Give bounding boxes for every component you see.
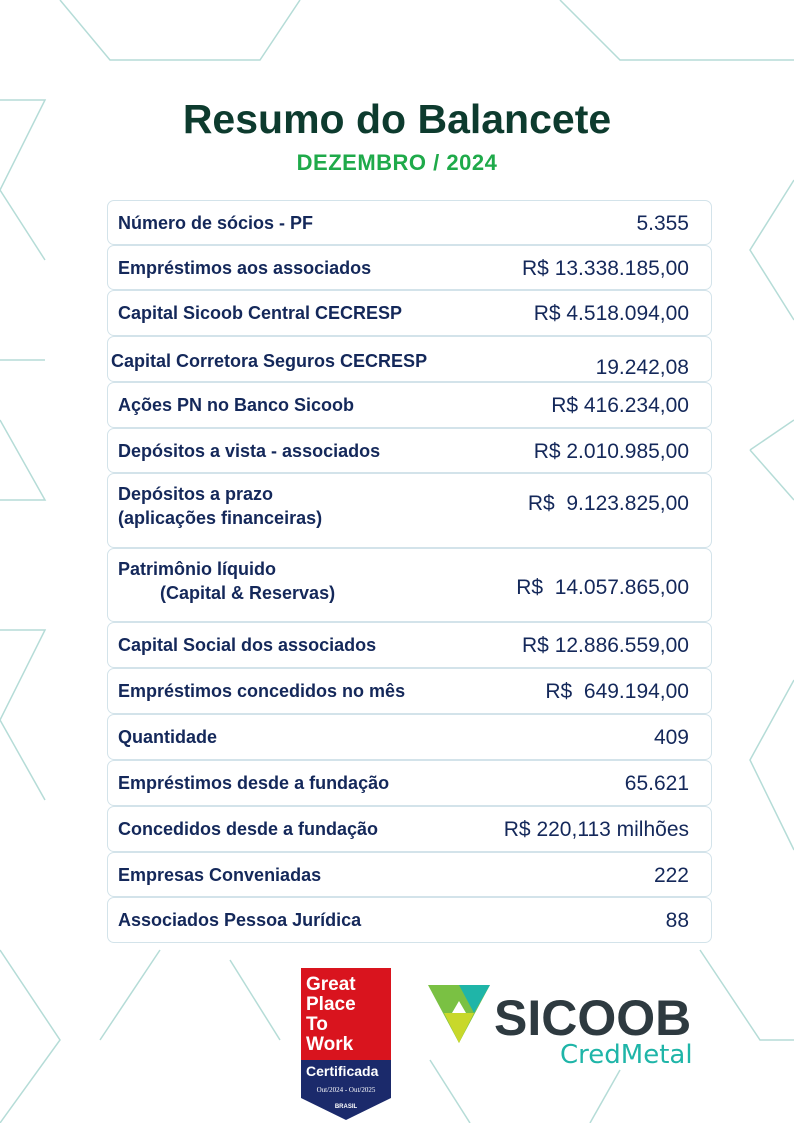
sicoob-sub: CredMetal bbox=[560, 1040, 693, 1068]
table-row: Capital Sicoob Central CECRESP R$ 4.518.0… bbox=[107, 290, 712, 336]
row-label: Número de sócios - PF bbox=[118, 211, 313, 235]
row-label-line1: Número de sócios - PF bbox=[118, 213, 314, 233]
row-value: 19.242,08 bbox=[595, 356, 689, 379]
table-row: Empresas Conveniadas 222 bbox=[107, 852, 712, 897]
row-value: R$ 14.057.865,00 bbox=[516, 576, 689, 599]
row-label-line1: Empresas Conveniadas bbox=[118, 865, 322, 885]
row-value: 65.621 bbox=[624, 772, 689, 795]
table-row: Empréstimos aos associados R$ 13.338.185,… bbox=[107, 245, 712, 290]
table-row: Capital Social dos associados R$ 12.886.5… bbox=[107, 622, 712, 668]
table-row: Empréstimos desde a fundação 65.621 bbox=[107, 760, 712, 806]
row-value: R$ 2.010.985,00 bbox=[533, 440, 689, 463]
table-row: Associados Pessoa Jurídica 88 bbox=[107, 897, 712, 943]
row-label: Concedidos desde a fundação bbox=[118, 817, 378, 841]
table-row: Patrimônio líquido (Capital & Reservas) R$… bbox=[107, 548, 712, 622]
row-label-line1: Empréstimos desde a fundação bbox=[118, 773, 390, 793]
row-label: Empresas Conveniadas bbox=[118, 863, 321, 887]
row-label-line1: Capital Sicoob Central CECRESP bbox=[118, 303, 403, 323]
gptw-line2: Place bbox=[306, 994, 356, 1015]
row-label-line1: Empréstimos concedidos no mês bbox=[118, 681, 406, 701]
period-subtitle: DEZEMBRO / 2024 bbox=[296, 150, 498, 175]
row-label: Depósitos a vista - associados bbox=[118, 439, 380, 463]
row-value: 5.355 bbox=[636, 212, 689, 235]
row-label: Quantidade bbox=[118, 725, 217, 749]
row-value: R$ 13.338.185,00 bbox=[522, 257, 689, 280]
row-label: Ações PN no Banco Sicoob bbox=[118, 393, 354, 417]
table-row: Depósitos a vista - associados R$ 2.010.9… bbox=[107, 428, 712, 473]
row-value: R$ 416.234,00 bbox=[551, 394, 689, 417]
table-row: Depósitos a prazo (aplicações financeiras… bbox=[107, 473, 712, 548]
row-label-line1: Ações PN no Banco Sicoob bbox=[118, 395, 355, 415]
great-place-to-work-badge: Great Place To Work Certificada Out/2024… bbox=[301, 968, 391, 1120]
table-row: Concedidos desde a fundação R$ 220,113 mi… bbox=[107, 806, 712, 852]
row-value: R$ 9.123.825,00 bbox=[527, 492, 689, 515]
gptw-cert: Certificada bbox=[306, 1063, 379, 1079]
row-label-line1: Capital Corretora Seguros CECRESP bbox=[111, 351, 428, 371]
row-value: R$ 649.194,00 bbox=[545, 680, 689, 703]
row-label: Depósitos a prazo (aplicações financeiras… bbox=[118, 482, 322, 530]
row-label: Empréstimos desde a fundação bbox=[118, 771, 389, 795]
table-row: Capital Corretora Seguros CECRESP 19.242,… bbox=[107, 336, 712, 382]
gptw-line1: Great bbox=[306, 974, 356, 995]
row-value: R$ 12.886.559,00 bbox=[522, 634, 689, 657]
row-label: Capital Social dos associados bbox=[118, 633, 376, 657]
row-label-line1: Empréstimos aos associados bbox=[118, 258, 372, 278]
row-label-line1: Quantidade bbox=[118, 727, 218, 747]
row-label-line1: Patrimônio líquido bbox=[118, 559, 276, 579]
row-value: 409 bbox=[653, 726, 689, 749]
table-row: Ações PN no Banco Sicoob R$ 416.234,00 bbox=[107, 382, 712, 428]
row-label-line2: (Capital & Reservas) bbox=[160, 583, 336, 603]
row-label: Capital Sicoob Central CECRESP bbox=[118, 301, 402, 325]
row-label: Associados Pessoa Jurídica bbox=[118, 908, 361, 932]
row-label: Patrimônio líquido (Capital & Reservas) bbox=[118, 557, 335, 605]
row-label-line1: Depósitos a vista - associados bbox=[118, 441, 381, 461]
gptw-country: BRASIL bbox=[335, 1104, 358, 1110]
page-title: Resumo do Balancete bbox=[182, 96, 612, 142]
sicoob-name: SICOOB bbox=[494, 990, 691, 1046]
row-label-line1: Capital Social dos associados bbox=[118, 635, 377, 655]
row-label: Empréstimos aos associados bbox=[118, 256, 371, 280]
row-label: Capital Corretora Seguros CECRESP bbox=[111, 349, 427, 373]
gptw-line3: To bbox=[306, 1014, 328, 1035]
gptw-line4: Work bbox=[306, 1034, 354, 1055]
gptw-period: Out/2024 - Out/2025 bbox=[317, 1086, 376, 1094]
row-label-line1: Concedidos desde a fundação bbox=[118, 819, 379, 839]
row-value: 222 bbox=[653, 864, 689, 887]
row-label: Empréstimos concedidos no mês bbox=[118, 679, 405, 703]
row-value: R$ 4.518.094,00 bbox=[533, 302, 689, 325]
sicoob-credmetal-logo: SICOOB CredMetal bbox=[428, 985, 693, 1068]
table-row: Empréstimos concedidos no mês R$ 649.194,… bbox=[107, 668, 712, 714]
table-row: Quantidade 409 bbox=[107, 714, 712, 760]
row-label-line1: Associados Pessoa Jurídica bbox=[118, 910, 362, 930]
row-value: R$ 220,113 milhões bbox=[503, 818, 689, 841]
table-row: Número de sócios - PF 5.355 bbox=[107, 200, 712, 245]
row-value: 88 bbox=[665, 909, 689, 932]
row-label-line2: (aplicações financeiras) bbox=[118, 508, 323, 528]
row-label-line1: Depósitos a prazo bbox=[118, 484, 274, 504]
